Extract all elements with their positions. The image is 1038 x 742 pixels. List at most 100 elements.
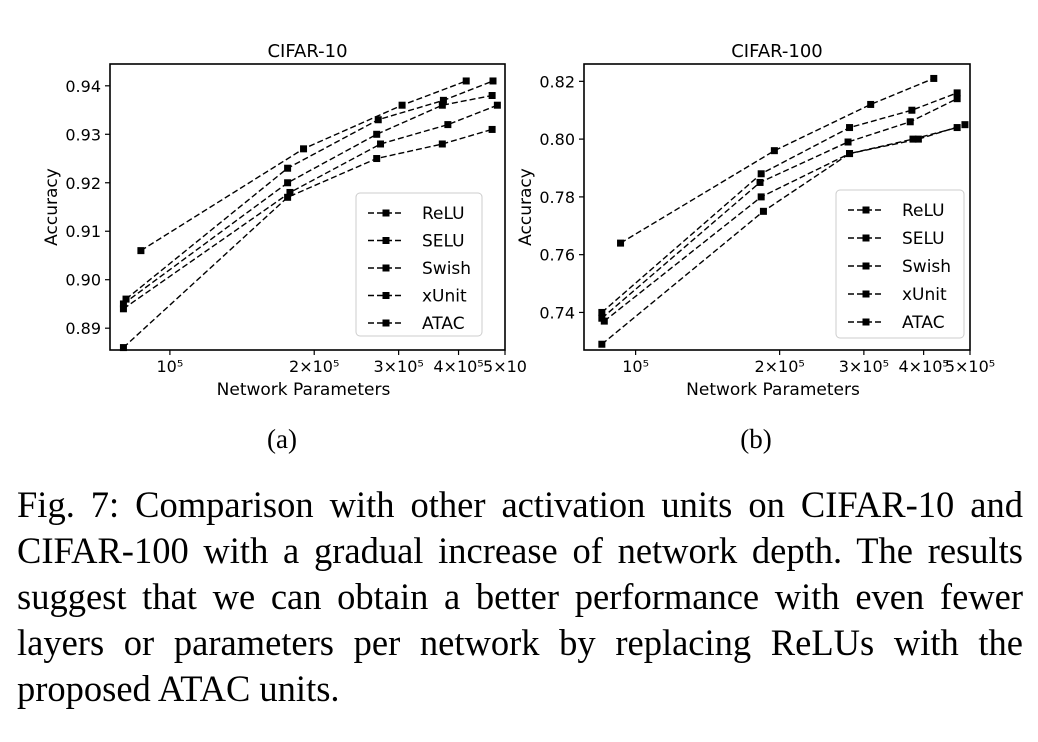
legend-swatch-marker bbox=[862, 318, 870, 326]
data-point bbox=[284, 179, 292, 187]
data-point bbox=[122, 295, 130, 303]
legend-label: SELU bbox=[902, 229, 945, 249]
figure-caption: Fig. 7: Comparison with other activation… bbox=[17, 484, 1023, 709]
data-point bbox=[398, 101, 406, 109]
data-point bbox=[373, 130, 381, 138]
data-point bbox=[867, 100, 875, 108]
x-axis-label: Network Parameters bbox=[686, 380, 860, 400]
x-tick-label: 4×10⁵ bbox=[898, 357, 948, 376]
x-tick-label: 5×10⁵ bbox=[945, 357, 995, 376]
legend-swatch-marker bbox=[382, 292, 390, 299]
data-point bbox=[377, 140, 385, 148]
legend-swatch-marker bbox=[862, 262, 870, 270]
legend-label: ATAC bbox=[902, 313, 945, 333]
series-line bbox=[601, 126, 958, 345]
data-point bbox=[439, 96, 447, 104]
y-axis-label: Accuracy bbox=[42, 168, 62, 246]
data-point bbox=[909, 135, 917, 143]
data-point bbox=[759, 207, 767, 215]
legend-swatch-marker bbox=[382, 237, 390, 244]
data-point bbox=[300, 145, 308, 153]
legend: ReLU SELU Swish xUnit ATAC bbox=[355, 192, 483, 337]
y-tick-label: 0.74 bbox=[539, 303, 575, 322]
y-tick-label: 0.90 bbox=[65, 271, 101, 290]
y-tick-label: 0.78 bbox=[539, 188, 575, 207]
legend-label: Swish bbox=[902, 257, 951, 277]
data-point bbox=[438, 140, 446, 148]
data-point bbox=[906, 118, 914, 126]
data-point bbox=[462, 77, 470, 85]
data-point bbox=[137, 247, 145, 255]
data-point bbox=[908, 106, 916, 114]
data-point bbox=[438, 101, 446, 109]
x-tick-label: 2×10⁵ bbox=[754, 357, 804, 376]
legend-swatch-marker bbox=[862, 234, 870, 242]
x-axis-label: Network Parameters bbox=[217, 380, 391, 400]
legend-box bbox=[355, 192, 483, 337]
data-point bbox=[961, 121, 969, 129]
data-point bbox=[598, 308, 606, 316]
data-point bbox=[284, 193, 292, 201]
series-line bbox=[122, 104, 498, 310]
data-point bbox=[846, 150, 854, 158]
x-tick-label: 10⁵ bbox=[622, 357, 649, 376]
x-tick-label: 5×10 bbox=[483, 357, 527, 376]
data-point bbox=[598, 314, 606, 322]
series-xunit bbox=[598, 89, 961, 316]
legend-swatch-marker bbox=[382, 209, 390, 217]
y-tick-label: 0.93 bbox=[65, 125, 101, 144]
data-point bbox=[493, 101, 501, 109]
data-point bbox=[119, 305, 127, 313]
data-point bbox=[914, 135, 922, 143]
y-tick-label: 0.92 bbox=[65, 174, 101, 193]
legend-swatch-marker bbox=[382, 264, 390, 272]
data-point bbox=[119, 344, 127, 352]
legend-label: ReLU bbox=[902, 201, 945, 221]
chart-title: CIFAR-10 bbox=[267, 41, 347, 62]
x-tick-label: 10⁵ bbox=[157, 357, 184, 376]
data-point bbox=[444, 121, 452, 129]
y-axis-label: Accuracy bbox=[516, 168, 536, 246]
series-line bbox=[601, 98, 958, 319]
chart-title: CIFAR-100 bbox=[731, 41, 823, 62]
x-tick-label: 3×10⁵ bbox=[839, 357, 889, 376]
data-point bbox=[770, 147, 778, 155]
data-point bbox=[489, 77, 497, 85]
legend-swatch-marker bbox=[862, 206, 870, 214]
data-point bbox=[757, 193, 765, 201]
legend-swatch-marker bbox=[382, 319, 390, 327]
x-tick-label: 2×10⁵ bbox=[289, 357, 339, 376]
subfigure-label: (b) bbox=[740, 424, 771, 454]
legend-label: ATAC bbox=[422, 314, 465, 334]
series-relu bbox=[119, 125, 496, 352]
series-xunit bbox=[122, 77, 497, 303]
plot-frame bbox=[109, 63, 506, 351]
data-point bbox=[844, 138, 852, 146]
series-swish bbox=[598, 95, 961, 322]
y-tick-label: 0.94 bbox=[65, 77, 101, 96]
series-swish bbox=[119, 92, 496, 308]
data-point bbox=[756, 178, 764, 186]
series-line bbox=[122, 94, 493, 305]
series-line bbox=[140, 80, 467, 252]
subfigure-label: (a) bbox=[267, 424, 297, 454]
legend-label: Swish bbox=[422, 259, 471, 279]
plot-frame bbox=[583, 63, 971, 351]
data-point bbox=[598, 340, 606, 348]
y-tick-label: 0.80 bbox=[539, 130, 575, 149]
y-tick-label: 0.76 bbox=[539, 246, 575, 265]
data-point bbox=[846, 124, 854, 132]
data-point bbox=[286, 188, 294, 196]
data-point bbox=[488, 92, 496, 100]
data-point bbox=[119, 300, 127, 308]
data-point bbox=[374, 116, 382, 124]
data-point bbox=[757, 170, 765, 178]
x-tick-label: 3×10⁵ bbox=[373, 357, 423, 376]
data-point bbox=[284, 164, 292, 172]
legend-label: xUnit bbox=[902, 285, 947, 305]
legend-label: SELU bbox=[422, 232, 465, 252]
y-tick-label: 0.89 bbox=[65, 319, 101, 338]
